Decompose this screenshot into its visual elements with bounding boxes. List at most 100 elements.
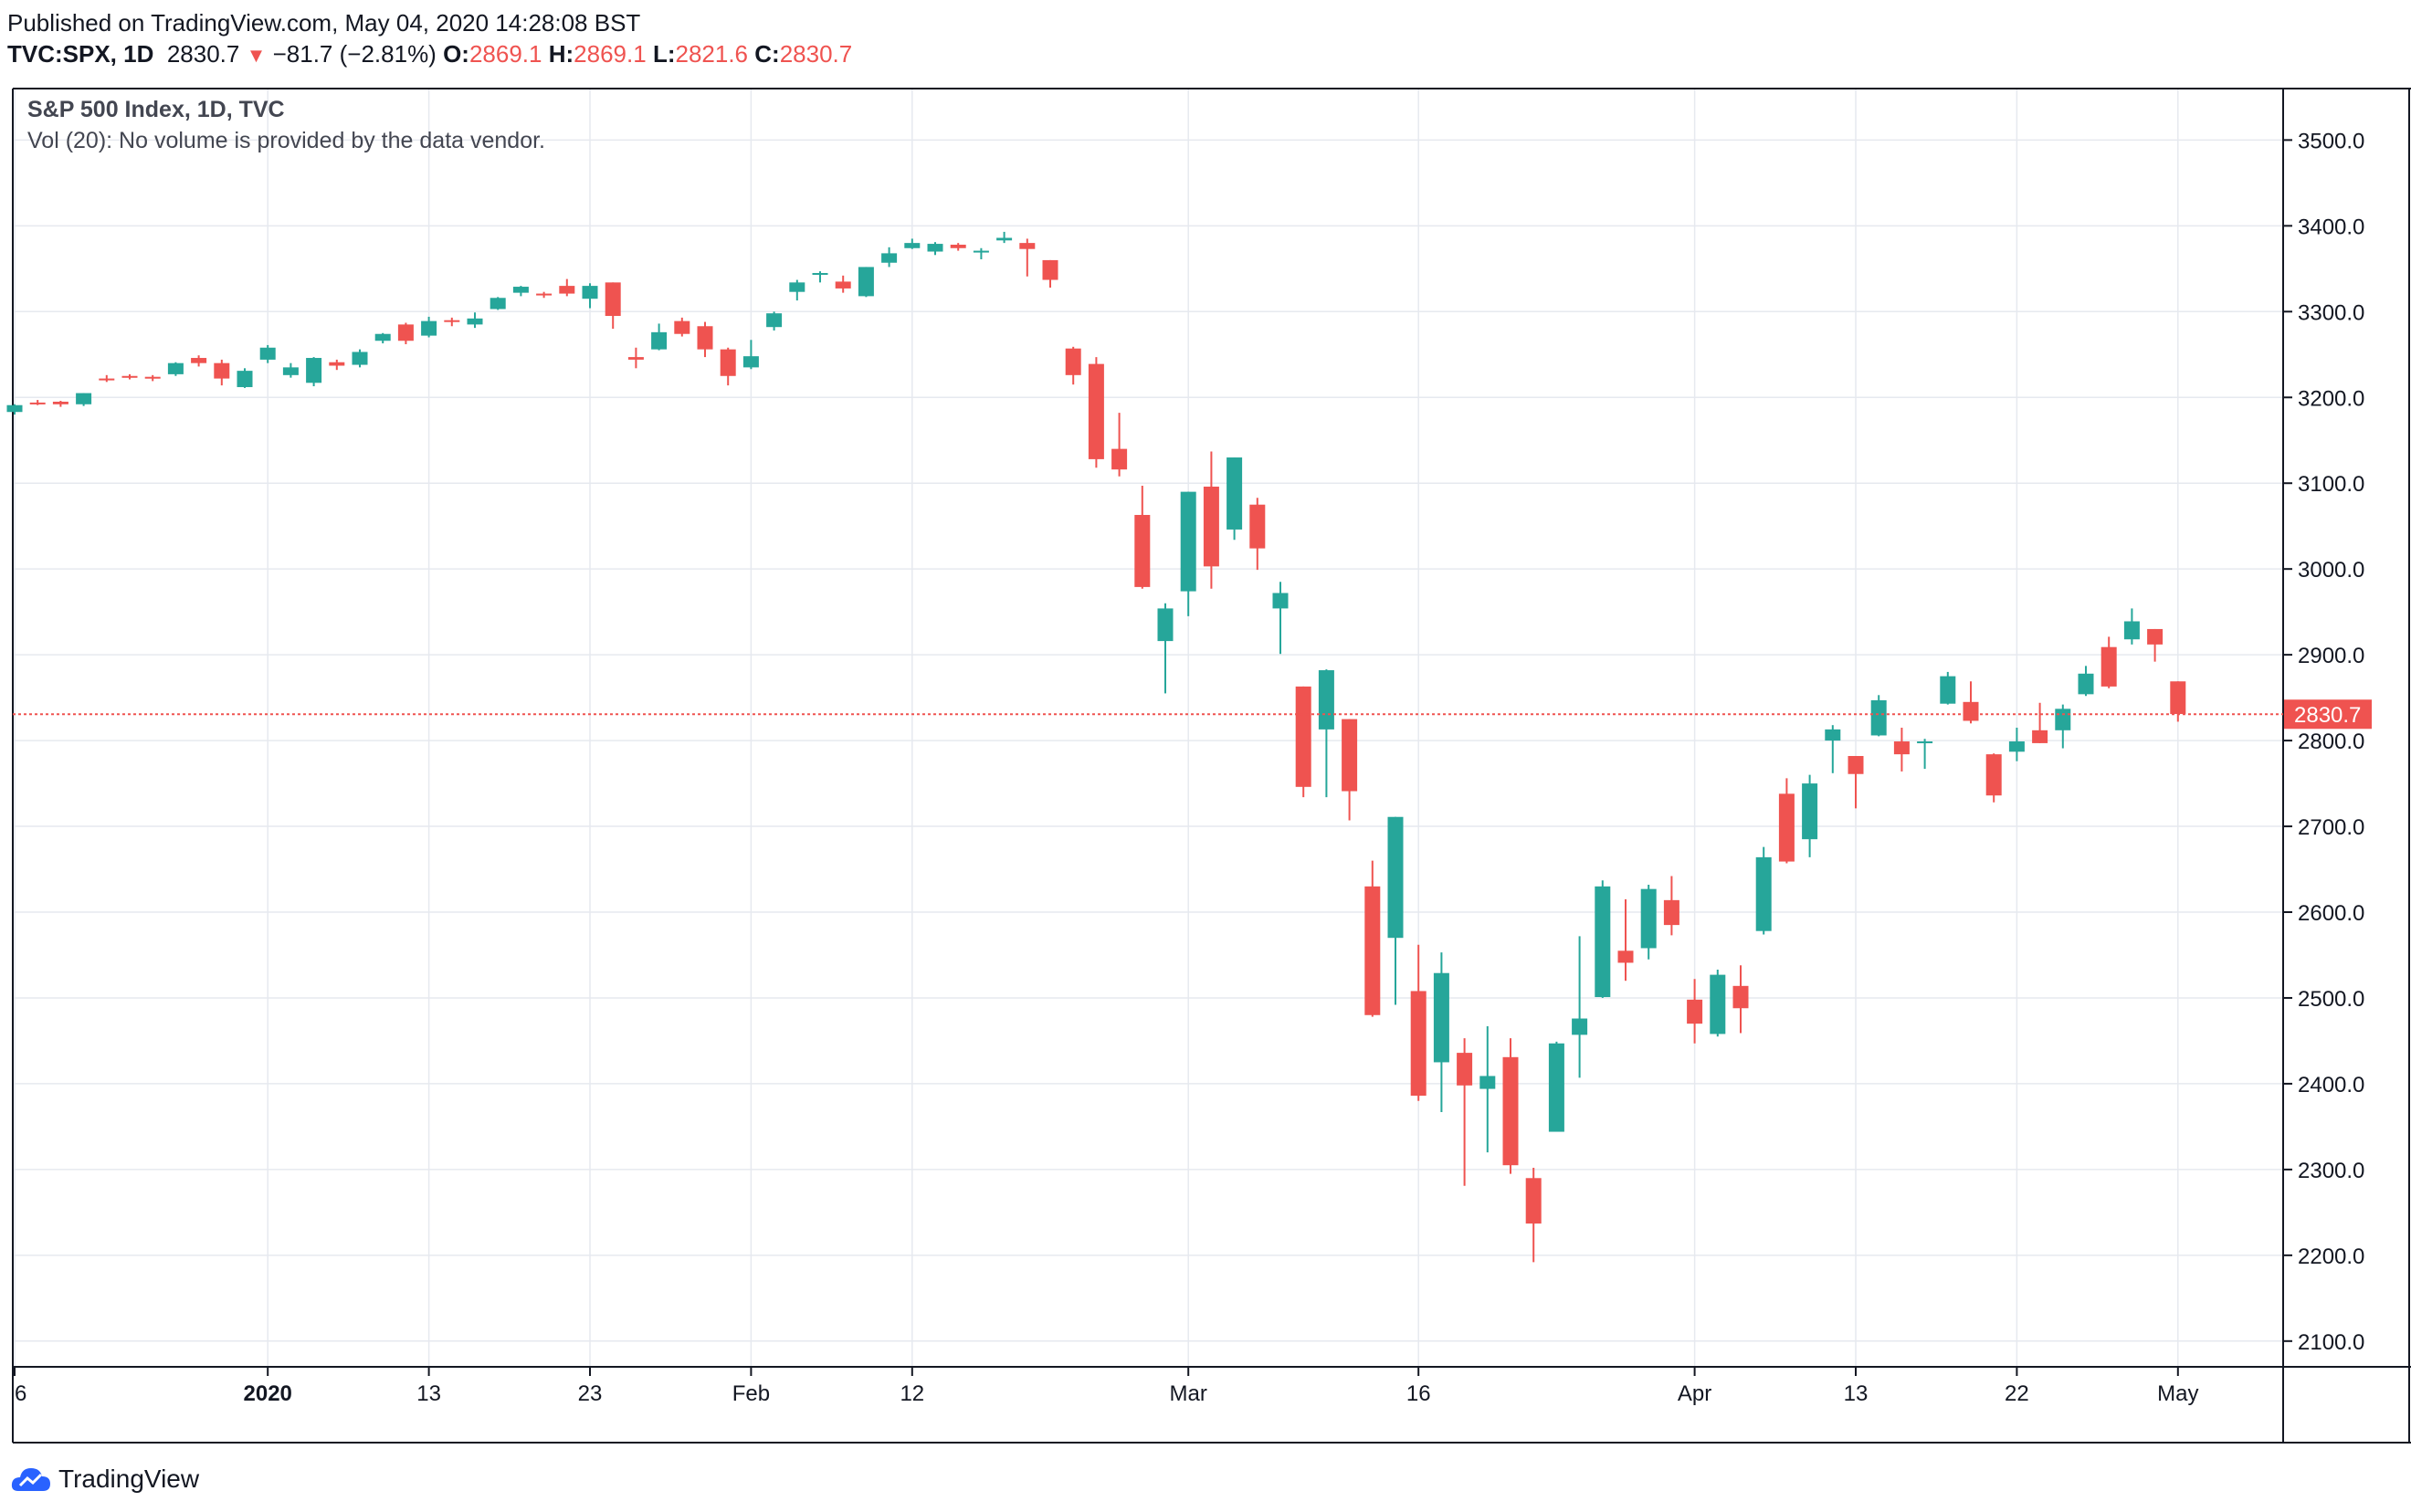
candle-body-up [259, 347, 276, 360]
time-tick-label: 13 [416, 1381, 441, 1406]
candle-body-down [191, 358, 207, 363]
candle-body-up [1940, 676, 1956, 704]
candle-body-down [1410, 991, 1427, 1097]
candle-body-down [1617, 950, 1634, 963]
time-tick-label: Feb [732, 1381, 770, 1406]
candle-body-up [973, 250, 989, 253]
candle-body-up [1272, 593, 1289, 609]
candle-body-down [1134, 514, 1151, 587]
candle-body-up [6, 404, 23, 413]
candle-body-down [1111, 448, 1128, 470]
candle-body-down [1042, 259, 1058, 280]
candle-body-up [421, 320, 437, 336]
time-tick-label: 13 [1844, 1381, 1869, 1406]
price-tick-label: 2500.0 [2298, 987, 2364, 1012]
candle-body-up [1227, 457, 1243, 530]
candle-body-down [1985, 754, 2002, 796]
candle-body-down [214, 362, 230, 379]
candle-body-down [627, 357, 644, 360]
candle-body-down [2032, 730, 2048, 743]
candle-body-down [697, 326, 713, 350]
candle-body-up [1825, 729, 1841, 741]
candle-body-down [1342, 719, 1358, 792]
price-tick-label: 2400.0 [2298, 1073, 2364, 1097]
close-label: C: [754, 40, 780, 68]
candle-body-up [812, 273, 828, 276]
down-arrow-icon: ▼ [246, 44, 267, 67]
candle-body-up [881, 253, 898, 263]
candle-body-down [2100, 646, 2117, 687]
price-tick-label: 2900.0 [2298, 644, 2364, 668]
candle-body-up [904, 243, 921, 248]
candle-body-down [674, 320, 690, 334]
candle-body-down [52, 401, 68, 404]
candle-body-down [1732, 985, 1749, 1009]
candle-body-up [1710, 974, 1726, 1034]
price-tick-label: 3400.0 [2298, 215, 2364, 239]
symbol-label: TVC:SPX, 1D [7, 40, 154, 68]
candle-body-up [2123, 621, 2140, 640]
candle-body-up [1157, 608, 1174, 642]
candle-body-down [1249, 504, 1266, 549]
candle-body-up [1870, 699, 1887, 736]
candle-body-up [766, 313, 783, 328]
candle-body-down [444, 320, 460, 322]
candle-body-down [605, 282, 621, 316]
candle-body-up [1433, 972, 1449, 1063]
time-tick-label: 22 [2005, 1381, 2029, 1406]
volume-note: Vol (20): No volume is provided by the d… [27, 128, 545, 153]
price-tick-label: 3500.0 [2298, 129, 2364, 153]
candle-body-up [1180, 491, 1196, 592]
candle-body-up [2008, 741, 2025, 752]
price-tick-label: 3300.0 [2298, 300, 2364, 325]
candle-body-down [835, 281, 851, 289]
last-price: 2830.7 [166, 40, 240, 68]
candle-body-down [1364, 886, 1381, 1015]
high-value: 2869.1 [574, 40, 647, 68]
candle-body-down [121, 375, 138, 378]
candle-body-up [1917, 741, 1933, 744]
price-tick-label: 2800.0 [2298, 730, 2364, 754]
time-tick-label: Apr [1678, 1381, 1711, 1406]
candle-body-down [1203, 486, 1219, 567]
chart-legend-title: S&P 500 Index, 1D, TVC [27, 97, 285, 122]
cloud-icon [11, 1468, 50, 1491]
time-tick-label: 6 [15, 1381, 26, 1406]
candle-body-up [1802, 783, 1818, 840]
price-tick-label: 3000.0 [2298, 558, 2364, 583]
low-label: L: [652, 40, 676, 68]
candle-body-up [512, 287, 529, 293]
candle-body-up [582, 286, 598, 299]
candle-body-down [1019, 243, 1036, 249]
candle-body-up [1318, 670, 1334, 730]
price-tick-label: 3100.0 [2298, 472, 2364, 497]
candle-body-up [2055, 709, 2071, 730]
candle-body-down [1687, 999, 1703, 1024]
price-tick-label: 2100.0 [2298, 1330, 2364, 1355]
candle-body-down [2147, 628, 2164, 645]
candle-body-up [76, 393, 92, 404]
open-label: O: [443, 40, 469, 68]
time-tick-label: 16 [1406, 1381, 1431, 1406]
candle-body-up [651, 331, 668, 350]
price-tick-label: 2300.0 [2298, 1159, 2364, 1183]
candle-body-down [397, 324, 414, 341]
time-tick-label: Mar [1170, 1381, 1207, 1406]
published-note: Published on TradingView.com, May 04, 20… [7, 9, 641, 37]
tradingview-logo[interactable]: TradingView [11, 1465, 199, 1494]
candle-body-up [1548, 1043, 1564, 1132]
candle-body-up [2078, 673, 2094, 695]
candle-body-down [1525, 1178, 1542, 1224]
price-tick-label: 2200.0 [2298, 1244, 2364, 1269]
candle-body-down [1065, 348, 1081, 375]
price-tick-label: 2700.0 [2298, 815, 2364, 840]
candle-body-up [167, 362, 184, 374]
candle-body-up [282, 367, 299, 375]
candle-body-down [1963, 701, 1979, 721]
candle-body-down [1295, 686, 1311, 787]
candle-body-down [1457, 1053, 1473, 1086]
candle-body-down [329, 362, 345, 366]
candle-body-down [1088, 363, 1104, 459]
candle-body-down [144, 376, 161, 379]
